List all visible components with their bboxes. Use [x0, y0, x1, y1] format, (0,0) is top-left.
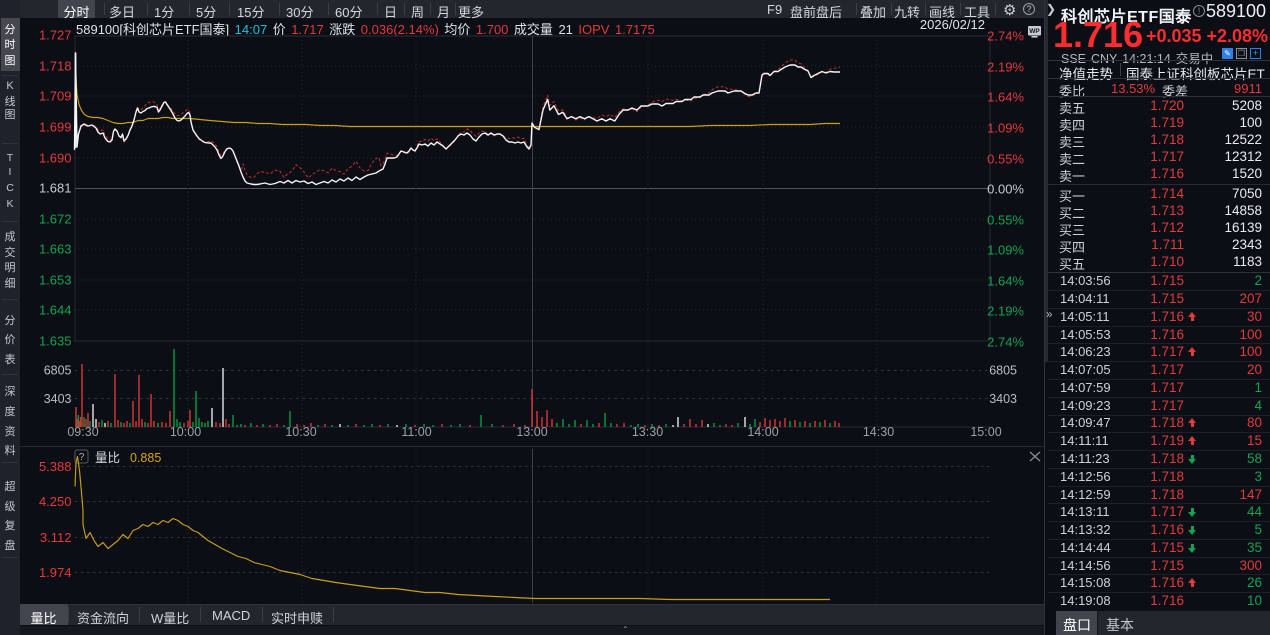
- svg-text:WP: WP: [1029, 28, 1040, 35]
- svg-text:15:00: 15:00: [970, 425, 1001, 439]
- svg-text:13:30: 13:30: [632, 425, 663, 439]
- svg-text:1.681: 1.681: [39, 181, 72, 196]
- svg-text:2.19%: 2.19%: [987, 304, 1024, 319]
- svg-text:0.885: 0.885: [130, 451, 161, 465]
- svg-text:3.112: 3.112: [40, 530, 72, 545]
- svg-text:1.64%: 1.64%: [987, 274, 1024, 289]
- svg-text:1.974: 1.974: [39, 565, 72, 580]
- svg-text:3403: 3403: [44, 392, 72, 406]
- svg-text:14:00: 14:00: [747, 425, 778, 439]
- svg-text:0.55%: 0.55%: [987, 152, 1024, 167]
- svg-text:2.19%: 2.19%: [987, 60, 1024, 75]
- svg-text:1.64%: 1.64%: [987, 90, 1024, 105]
- svg-text:14:30: 14:30: [863, 425, 894, 439]
- svg-text:1.09%: 1.09%: [987, 121, 1024, 136]
- svg-text:1.718: 1.718: [39, 59, 72, 74]
- svg-text:3403: 3403: [989, 392, 1017, 406]
- svg-text:11:00: 11:00: [401, 425, 431, 439]
- svg-text:0.55%: 0.55%: [987, 213, 1024, 228]
- svg-text:5.388: 5.388: [39, 459, 72, 474]
- svg-text:1.727: 1.727: [39, 28, 72, 43]
- svg-text:10:00: 10:00: [170, 425, 201, 439]
- svg-text:1.653: 1.653: [39, 273, 72, 288]
- svg-text:1.644: 1.644: [39, 303, 72, 318]
- svg-text:2.74%: 2.74%: [987, 29, 1024, 44]
- svg-text:6805: 6805: [989, 364, 1017, 378]
- svg-text:2.74%: 2.74%: [987, 335, 1024, 350]
- svg-text:13:00: 13:00: [516, 425, 547, 439]
- svg-text:10:30: 10:30: [285, 425, 316, 439]
- svg-text:1.690: 1.690: [39, 151, 72, 166]
- svg-text:0.00%: 0.00%: [987, 182, 1024, 197]
- svg-text:09:30: 09:30: [67, 425, 98, 439]
- svg-text:2026/02/12: 2026/02/12: [920, 18, 985, 32]
- svg-text:1.663: 1.663: [39, 242, 72, 257]
- svg-text:1.709: 1.709: [39, 89, 72, 104]
- svg-text:?: ?: [79, 452, 85, 463]
- svg-text:4.250: 4.250: [39, 494, 72, 509]
- svg-text:1.635: 1.635: [39, 334, 72, 349]
- svg-text:1.09%: 1.09%: [987, 243, 1024, 258]
- svg-text:量比: 量比: [95, 451, 120, 465]
- svg-text:1.699: 1.699: [39, 120, 72, 135]
- svg-text:1.672: 1.672: [39, 212, 72, 227]
- svg-text:6805: 6805: [44, 364, 72, 378]
